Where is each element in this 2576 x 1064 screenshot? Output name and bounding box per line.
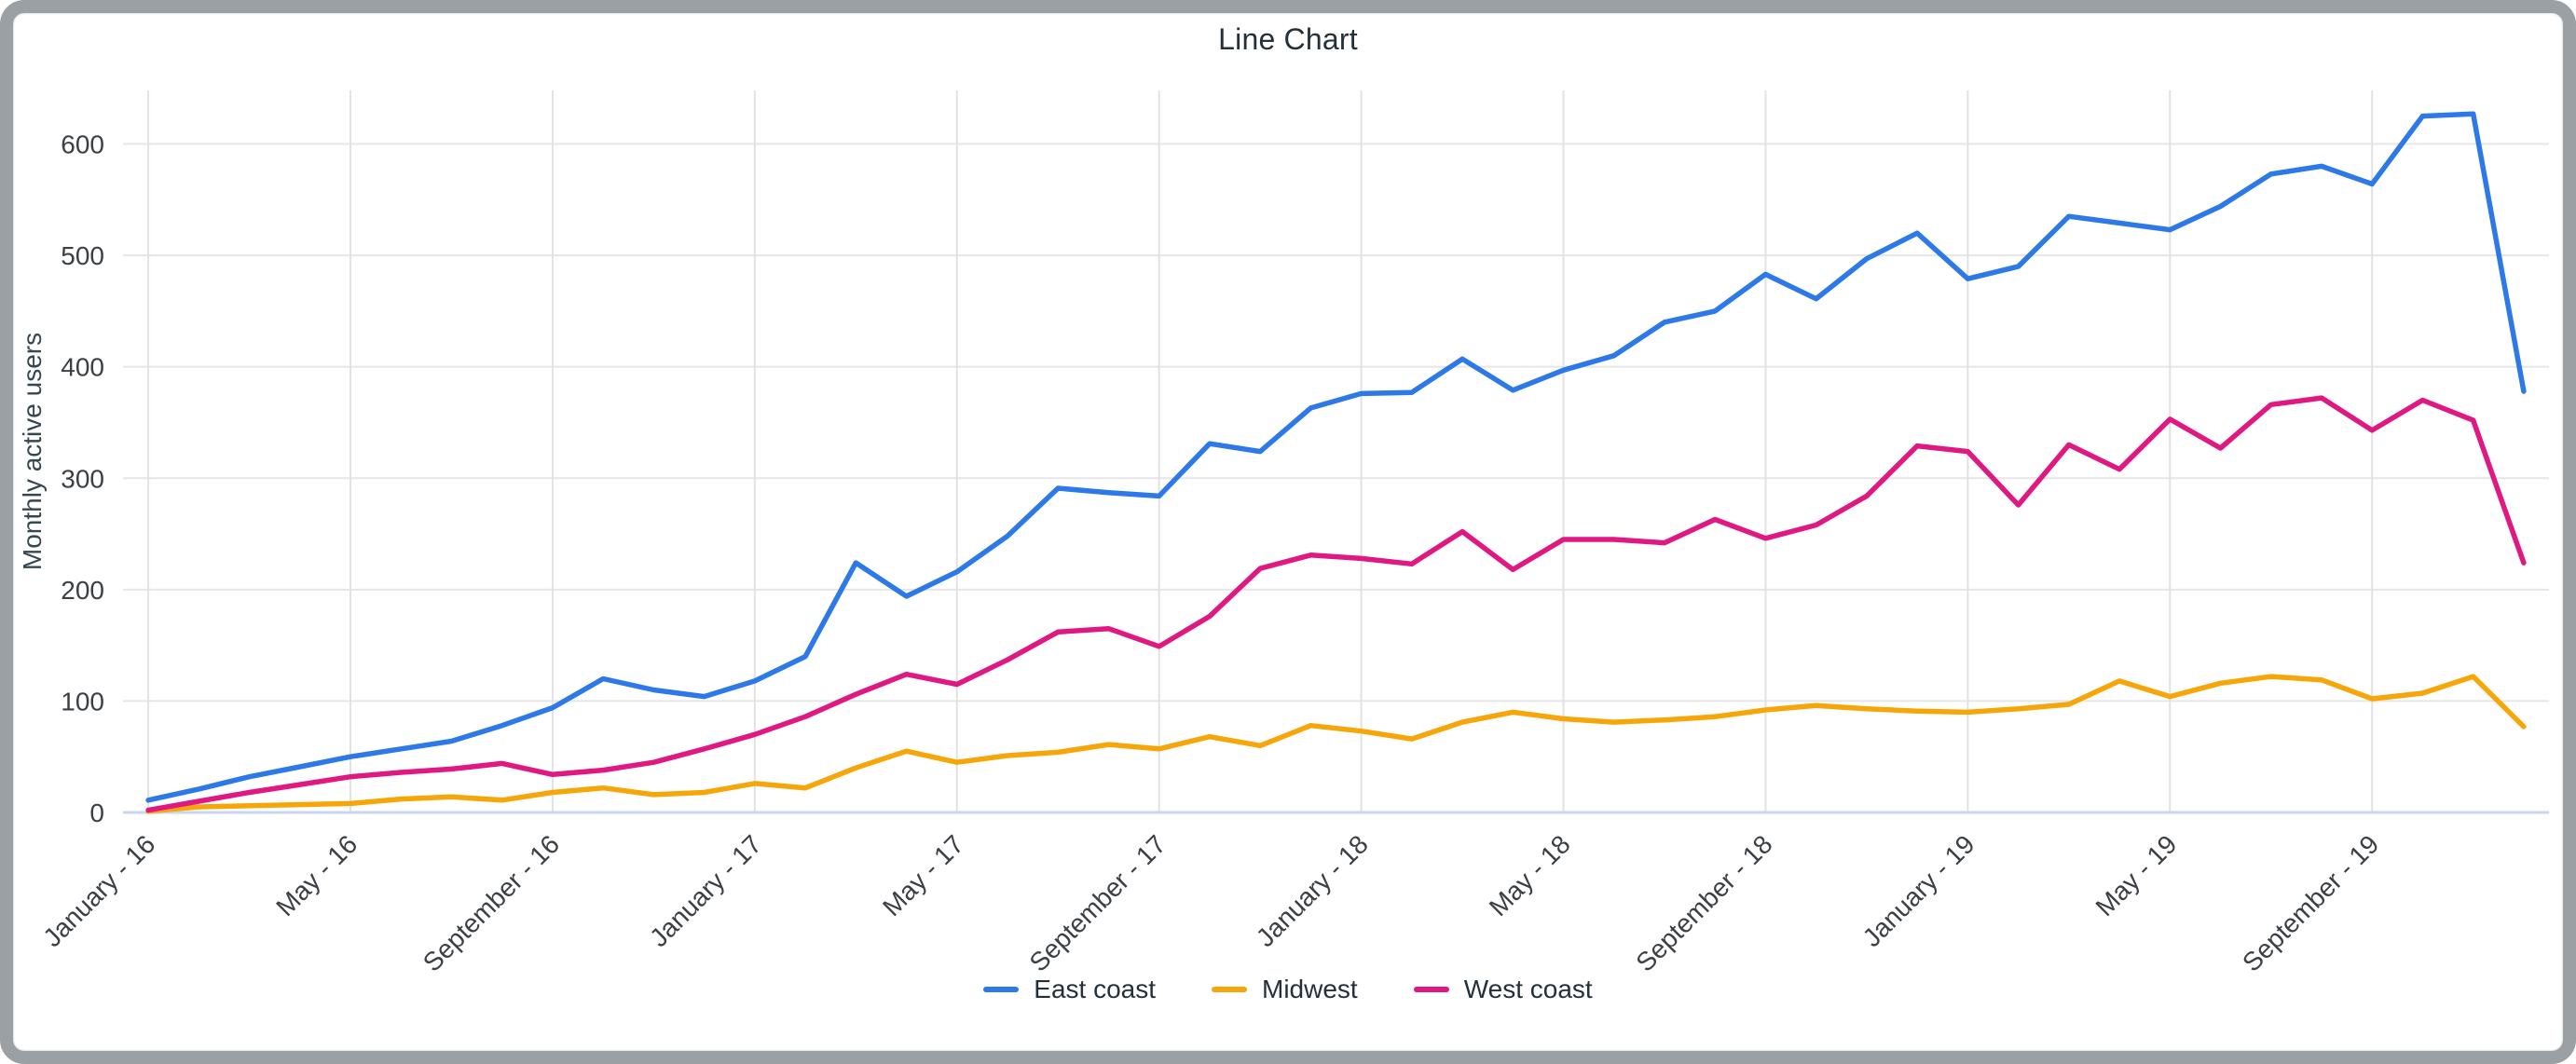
legend-swatch-icon [1413, 987, 1449, 992]
y-tick-label: 300 [61, 464, 104, 493]
x-tick-label: May - 19 [2090, 829, 2183, 921]
legend-item-midwest[interactable]: Midwest [1212, 975, 1358, 1004]
legend-item-west-coast[interactable]: West coast [1413, 975, 1593, 1004]
y-tick-label: 600 [61, 130, 104, 159]
legend-item-east-coast[interactable]: East coast [983, 975, 1156, 1004]
x-tick-label: September - 19 [2237, 829, 2384, 976]
x-tick-group: January - 18 [1251, 829, 1374, 952]
x-tick-label: January - 16 [37, 829, 160, 952]
x-tick-group: January - 19 [1857, 829, 1980, 952]
y-tick-label: 400 [61, 353, 104, 382]
x-tick-label: January - 18 [1251, 829, 1374, 952]
y-axis-title: Monthly active users [18, 333, 47, 570]
x-tick-label: January - 17 [644, 829, 767, 952]
legend-label: West coast [1463, 975, 1593, 1003]
legend-swatch-icon [1212, 987, 1248, 992]
y-tick-label: 500 [61, 241, 104, 270]
y-tick-label: 0 [89, 798, 104, 827]
x-tick-label: May - 16 [270, 829, 363, 921]
chart-legend: East coast Midwest West coast [0, 975, 2576, 1004]
y-axis-title-group: Monthly active users [18, 333, 47, 570]
series-line-east-coast [145, 111, 2527, 803]
x-tick-label: September - 18 [1630, 829, 1777, 976]
legend-label: Midwest [1262, 975, 1358, 1003]
x-tick-label: September - 16 [418, 829, 565, 976]
x-tick-group: May - 16 [270, 829, 363, 921]
series-line-west-coast [145, 395, 2527, 813]
x-tick-group: May - 18 [1484, 829, 1576, 921]
x-tick-group: January - 17 [644, 829, 767, 952]
x-tick-group: May - 19 [2090, 829, 2183, 921]
series-line-midwest [145, 674, 2527, 814]
legend-swatch-icon [983, 987, 1020, 992]
x-tick-group: September - 17 [1024, 829, 1172, 976]
legend-label: East coast [1034, 975, 1157, 1003]
x-tick-label: January - 19 [1857, 829, 1980, 952]
x-tick-group: January - 16 [37, 829, 160, 952]
x-tick-label: September - 17 [1024, 829, 1172, 976]
x-tick-label: May - 17 [877, 829, 969, 921]
y-tick-label: 200 [61, 576, 104, 605]
x-tick-group: September - 18 [1630, 829, 1777, 976]
y-tick-label: 100 [61, 687, 104, 716]
x-tick-group: May - 17 [877, 829, 969, 921]
x-tick-group: September - 16 [418, 829, 565, 976]
chart-title: Line Chart [1218, 22, 1358, 56]
x-tick-label: May - 18 [1484, 829, 1576, 921]
x-tick-group: September - 19 [2237, 829, 2384, 976]
